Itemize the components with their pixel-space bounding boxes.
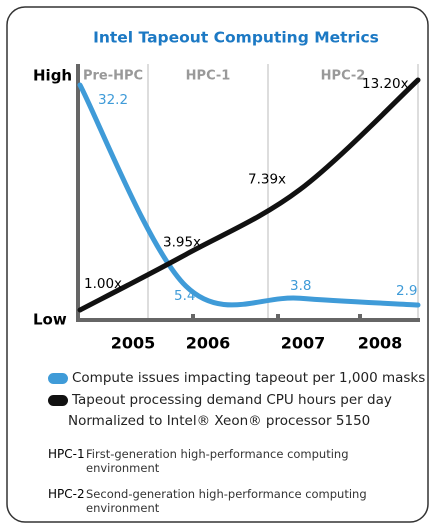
legend-swatch (48, 394, 68, 406)
phase-label: Pre-HPC (83, 69, 143, 84)
note: Normalized to Intel® Xeon® processor 515… (68, 413, 371, 429)
x-tick-label: 2006 (186, 334, 231, 353)
definition-text: First-generation high-performance comput… (86, 447, 349, 475)
data-label: 3.95x (163, 234, 201, 250)
legend-label: Tapeout processing demand CPU hours per … (72, 392, 392, 408)
legend-item: Compute issues impacting tapeout per 1,0… (48, 370, 425, 386)
phase-label: HPC-2 (321, 69, 366, 84)
data-label: 7.39x (248, 172, 286, 188)
definition-term: HPC-2 (48, 487, 85, 501)
data-label: 2.9 (396, 283, 417, 299)
data-label: 13.20x (362, 76, 409, 92)
x-tick-label: 2008 (358, 334, 403, 353)
data-label: 32.2 (98, 92, 128, 108)
data-label: 1.00x (84, 276, 122, 292)
data-label: 3.8 (290, 278, 311, 294)
phase-label: HPC-1 (186, 69, 231, 84)
series-line (77, 77, 421, 313)
y-low-label: Low (33, 311, 67, 329)
definition: HPC-1 First-generation high-performance c… (48, 447, 378, 475)
legend-item: Tapeout processing demand CPU hours per … (48, 392, 392, 408)
legend-label: Compute issues impacting tapeout per 1,0… (72, 370, 426, 386)
definition: HPC-2 Second-generation high-performance … (48, 487, 378, 515)
definition-text: Second-generation high-performance compu… (86, 487, 367, 515)
legend-swatch (48, 372, 68, 384)
series-line (77, 82, 421, 308)
definition-term: HPC-1 (48, 447, 85, 461)
x-tick-label: 2005 (111, 334, 156, 353)
frame (6, 6, 429, 523)
y-high-label: High (33, 67, 72, 85)
x-tick-label: 2007 (281, 334, 326, 353)
chart-title: Intel Tapeout Computing Metrics (93, 29, 379, 47)
data-label: 5.4 (174, 288, 195, 304)
